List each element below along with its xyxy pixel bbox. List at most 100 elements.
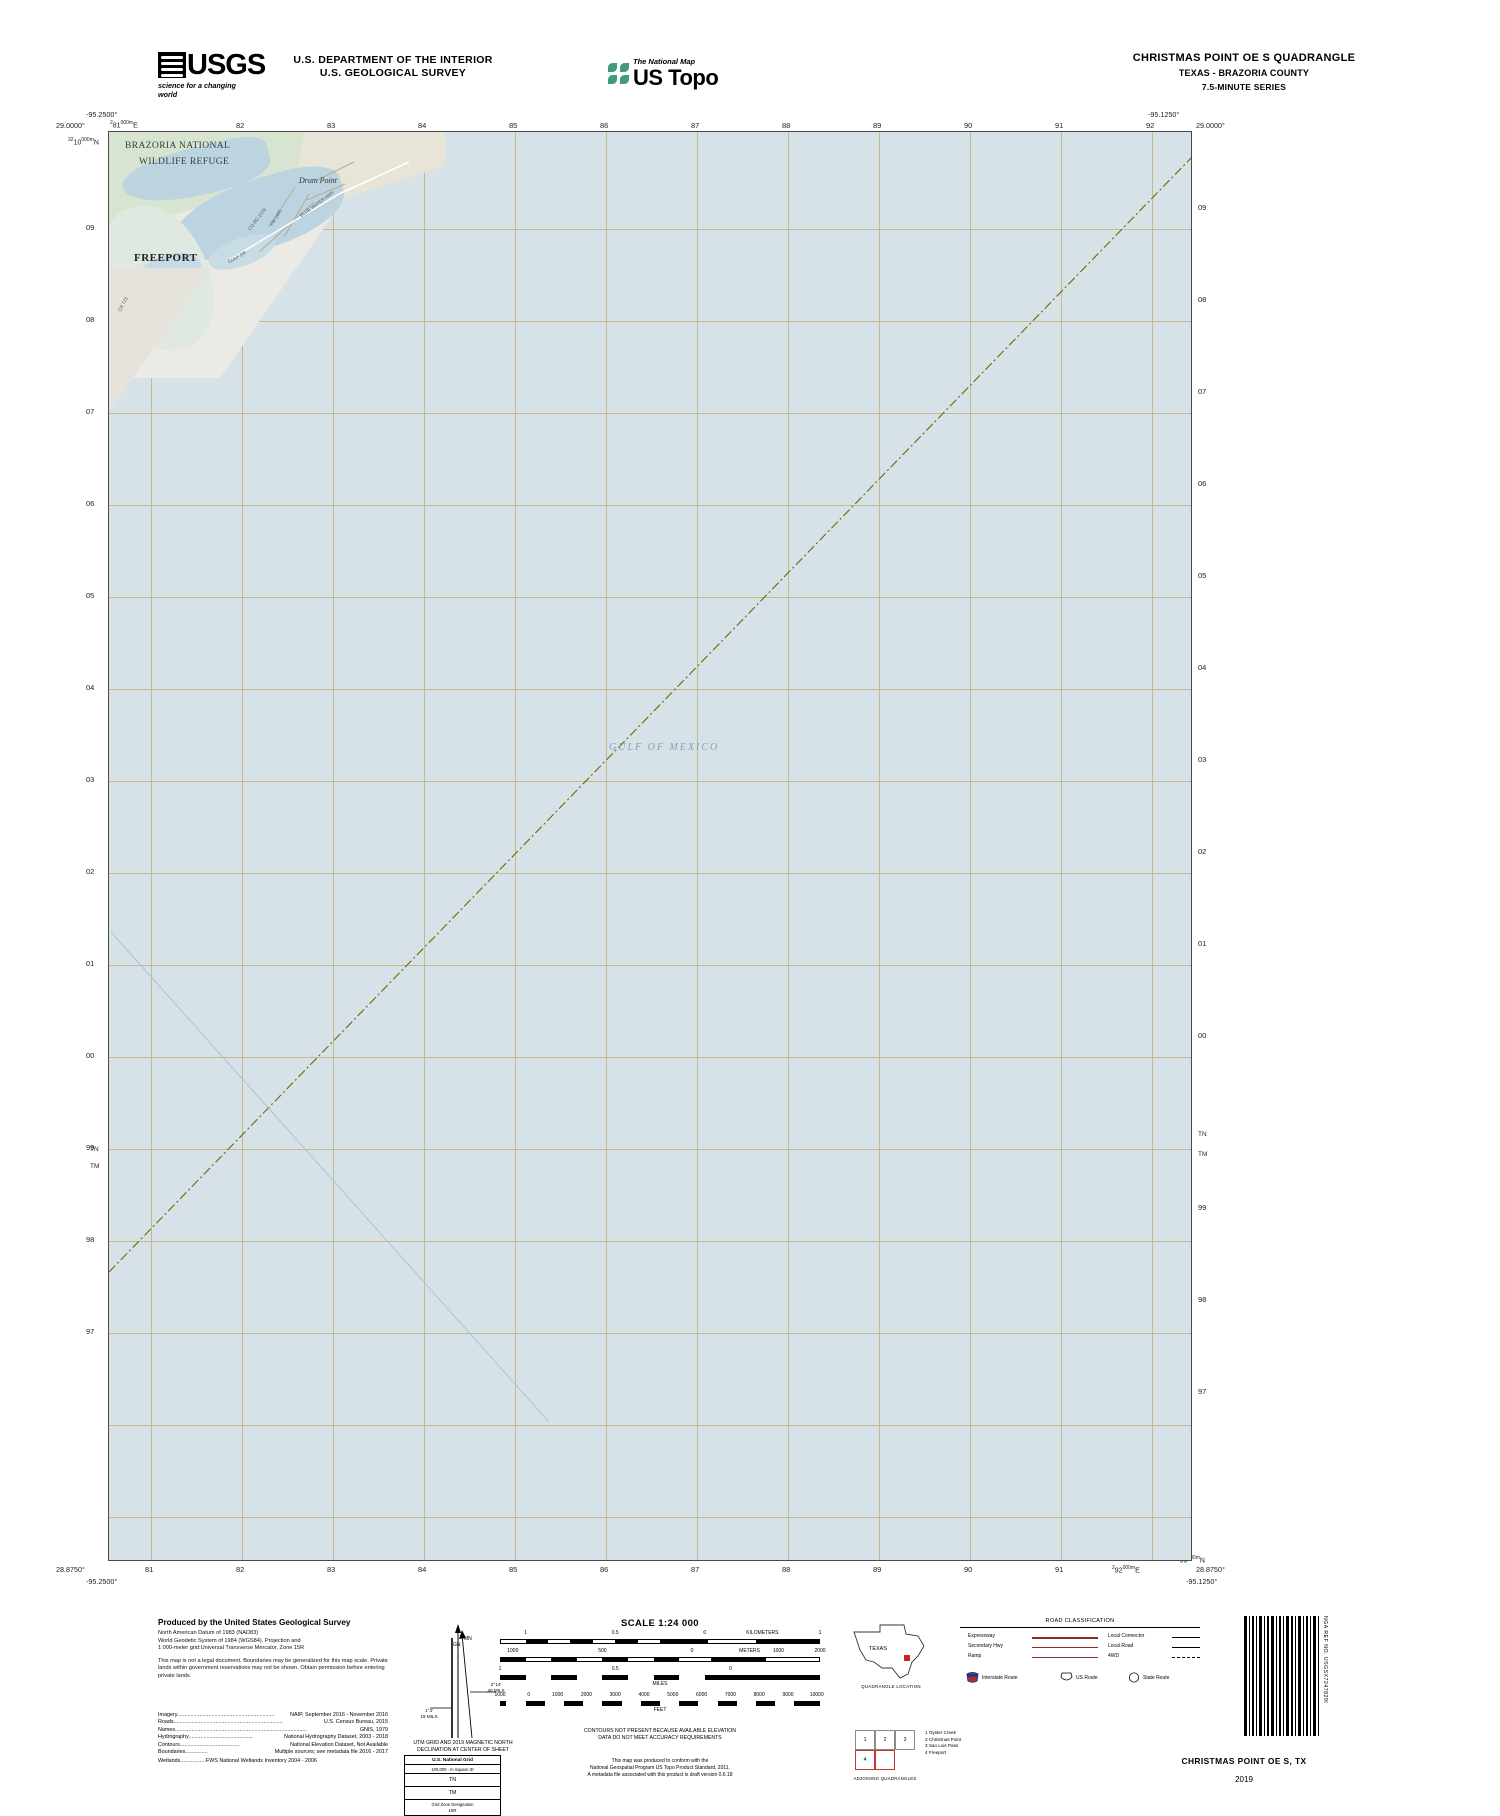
scale-tick: 1000 xyxy=(507,1648,519,1654)
adjoining-grid: 1 2 3 4 1 Oyster Creek 2 Christmas Point… xyxy=(855,1730,961,1770)
scale-bar-feet: 1000 0 1000 2000 3000 4000 5000 6000 700… xyxy=(494,1692,823,1713)
scale-tick: 500 xyxy=(598,1648,607,1654)
source-row: Contours................................… xyxy=(158,1741,388,1748)
production-info-block: Produced by the United States Geological… xyxy=(158,1618,388,1681)
scale-tick: 1 xyxy=(524,1630,527,1636)
adjoining-quadrangles-block: 1 2 3 4 1 Oyster Creek 2 Christmas Point… xyxy=(820,1730,961,1781)
conformance-line-1: This map was produced to conform with th… xyxy=(611,1758,709,1764)
tick-left: 98 xyxy=(86,1235,95,1244)
usgs-logo: USGS science for a changing world xyxy=(158,49,266,99)
tick-top: 87 xyxy=(691,121,700,130)
tick-bottom: 88 xyxy=(782,1565,791,1574)
tick-left: 03 xyxy=(86,775,95,784)
quadrangle-title-block: CHRISTMAS POINT OE S QUADRANGLE TEXAS - … xyxy=(1034,52,1454,92)
svg-text:MN: MN xyxy=(464,1636,472,1642)
declination-caption: UTM GRID AND 2019 MAGNETIC NORTH DECLINA… xyxy=(378,1740,548,1754)
tick-bottom: 86 xyxy=(600,1565,609,1574)
conformance-note: This map was produced to conform with th… xyxy=(520,1758,800,1779)
quadrangle-location-caption: QUADRANGLE LOCATION xyxy=(861,1684,921,1689)
us-route-label: US Route xyxy=(1076,1674,1098,1681)
grid-line-horizontal xyxy=(109,1333,1191,1334)
produced-by-heading: Produced by the United States Geological… xyxy=(158,1618,351,1627)
scale-tick: 5000 xyxy=(667,1692,679,1698)
department-line-2: U.S. GEOLOGICAL SURVEY xyxy=(319,67,467,79)
scale-tick: 0 xyxy=(527,1692,531,1698)
scale-tick: 0 xyxy=(690,1648,694,1654)
tick-top: 85 xyxy=(509,121,518,130)
land-features xyxy=(109,132,445,440)
adjoining-cell-2: 2 xyxy=(875,1730,895,1750)
tick-right: 04 xyxy=(1198,663,1207,672)
declination-caption-line-2: DECLINATION AT CENTER OF SHEET xyxy=(417,1747,509,1753)
tick-right: 08 xyxy=(1198,295,1207,304)
corner-top-right-lon: -95.1250° xyxy=(1148,110,1180,119)
usgs-tagline: science for a changing world xyxy=(158,81,236,99)
utm-left-easting: 281000mE xyxy=(110,120,138,130)
grid-line-horizontal xyxy=(109,229,1191,230)
scale-tick: 0 xyxy=(729,1666,732,1672)
adjoining-caption: ADJOINING QUADRANGLES xyxy=(853,1776,917,1781)
tick-left: 07 xyxy=(86,407,95,416)
scale-bar-meters: 1000 500 0 1000 2000 METERS xyxy=(500,1648,826,1665)
local-connector-line-sample xyxy=(1172,1637,1200,1638)
tick-right: 02 xyxy=(1198,847,1207,856)
grid-line-vertical xyxy=(788,132,789,1560)
scale-tick: 1000 xyxy=(494,1692,506,1698)
scale-unit-kilometers: KILOMETERS xyxy=(746,1630,779,1636)
source-row: Hydrography.............................… xyxy=(158,1734,388,1741)
national-map-label: The National Map xyxy=(633,57,696,66)
datum-line: 1 000-meter grid:Universal Transverse Me… xyxy=(158,1645,305,1652)
adjoining-cell-4: 4 xyxy=(855,1750,875,1770)
grid-line-horizontal xyxy=(109,1425,1191,1426)
tick-left: 09 xyxy=(86,223,95,232)
corner-bottom-left-lat: 28.8750° xyxy=(56,1565,85,1574)
interstate-route-label: Interstate Route xyxy=(982,1674,1018,1681)
source-row: Boundaries............... Multiple source… xyxy=(158,1749,388,1756)
scale-tick: 0 xyxy=(703,1630,707,1636)
grid-line-horizontal xyxy=(109,505,1191,506)
interstate-shield-icon xyxy=(966,1672,979,1683)
tick-top: 83 xyxy=(327,121,336,130)
map-canvas[interactable]: BRAZORIA NATIONAL WILDLIFE REFUGE Drum P… xyxy=(108,131,1192,1561)
grid-angle: 1°4' xyxy=(425,1708,433,1713)
road-class-label: Secondary Hwy xyxy=(968,1643,1004,1649)
scale-tick: 3000 xyxy=(609,1692,621,1698)
state-route-shield-icon xyxy=(1129,1672,1139,1683)
us-topo-logo: The National Map US Topo xyxy=(608,57,788,93)
road-class-row: Secondary Hwy Local Road xyxy=(960,1642,1200,1652)
barcode-block: NGA REF NO. USGSX7247829I xyxy=(1244,1616,1336,1736)
datum-line: North American Datum of 1983 (NAD83) xyxy=(158,1630,259,1636)
corner-top-left-lat: 29.0000° xyxy=(56,121,85,130)
tick-top: 92 xyxy=(1146,121,1155,130)
tick-bottom: 85 xyxy=(509,1565,518,1574)
usng-zone-value: 15R xyxy=(448,1808,457,1813)
tick-left: 08 xyxy=(86,315,95,324)
source-row: Roads...................................… xyxy=(158,1719,388,1726)
adjoining-names-list: 1 Oyster Creek 2 Christmas Point 3 San L… xyxy=(925,1730,961,1756)
tick-left: 04 xyxy=(86,683,95,692)
tick-top: 90 xyxy=(964,121,973,130)
road-class-label: Local Road xyxy=(1108,1643,1134,1649)
expressway-line-sample xyxy=(1032,1637,1098,1639)
scale-tick: 4000 xyxy=(638,1692,650,1698)
quadrangle-state-county: TEXAS - BRAZORIA COUNTY xyxy=(1178,68,1310,78)
state-route-label: State Route xyxy=(1143,1674,1170,1681)
tick-bottom: 82 xyxy=(236,1565,245,1574)
declination-diagram: GN MN 1°4' 19 MILS 2°14' 40 MILS xyxy=(400,1620,520,1750)
tick-bottom: 84 xyxy=(418,1565,427,1574)
corner-bottom-right-lon: -95.1250° xyxy=(1186,1577,1218,1586)
scale-tick: 1 xyxy=(818,1630,822,1636)
scale-block: SCALE 1:24 000 1 0.5 0 1 KILOMETERS 1000… xyxy=(494,1618,826,1713)
bottom-year: 2019 xyxy=(1235,1775,1253,1784)
road-classification-title: ROAD CLASSIFICATION xyxy=(1045,1618,1115,1624)
tick-right: 98 xyxy=(1198,1295,1207,1304)
department-block: U.S. DEPARTMENT OF THE INTERIOR U.S. GEO… xyxy=(253,54,533,80)
tick-right: 07 xyxy=(1198,387,1207,396)
us-topo-label: US Topo xyxy=(633,65,719,90)
scale-tick: 7000 xyxy=(724,1692,736,1698)
scale-tick: 1 xyxy=(498,1666,502,1672)
scale-tick: 0.5 xyxy=(611,1630,619,1636)
map-panel[interactable]: -95.2500° 29.0000° 281000mE 3210000mN -9… xyxy=(56,110,1225,1586)
us-route-shield-icon xyxy=(1060,1672,1073,1681)
tm-label-left: TM xyxy=(90,1163,100,1170)
